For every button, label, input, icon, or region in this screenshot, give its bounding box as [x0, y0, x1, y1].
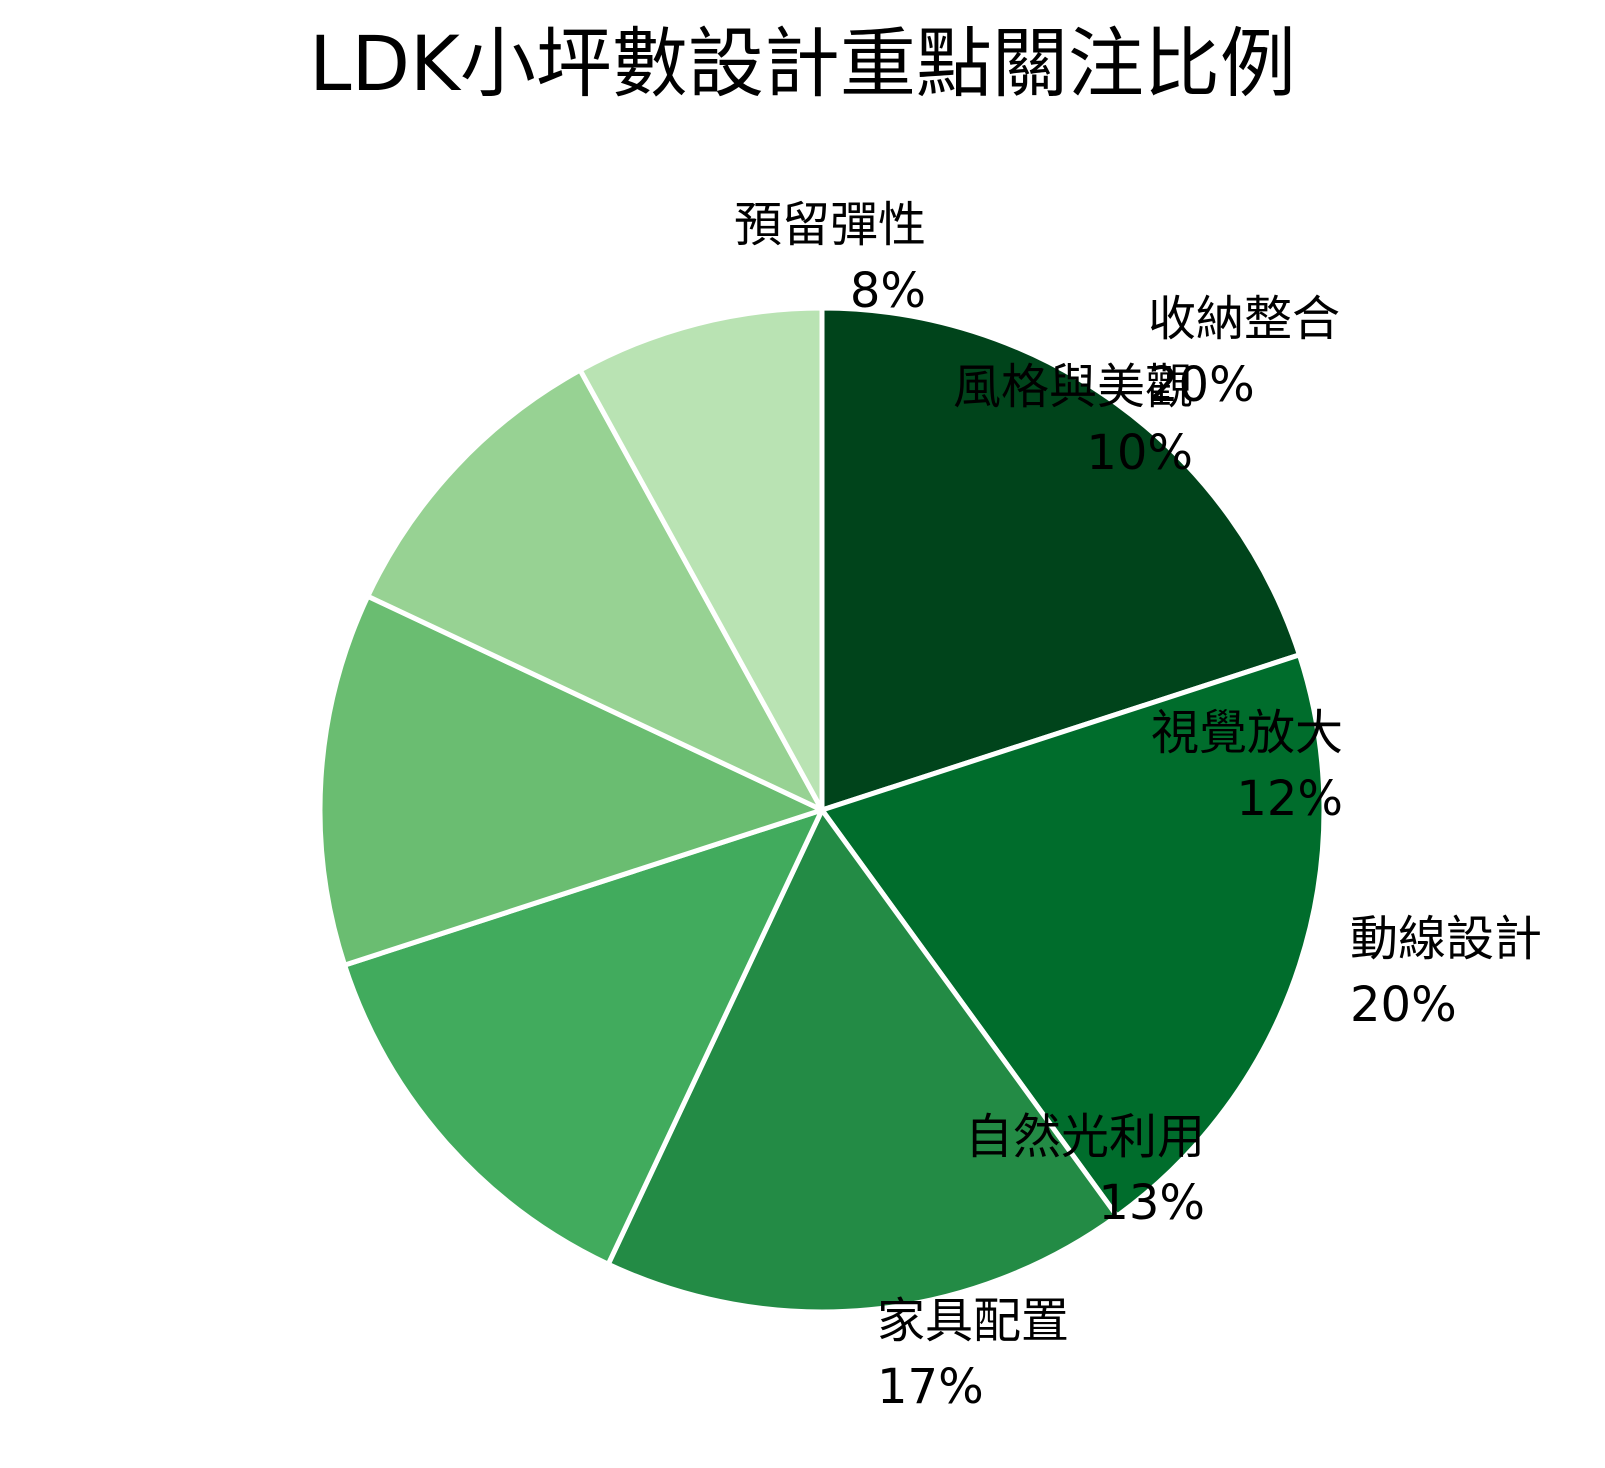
slice-label-4: 自然光利用 13% — [965, 1104, 1205, 1236]
slice-name: 家具配置 — [877, 1293, 1070, 1349]
slice-percent: 10% — [1086, 425, 1193, 481]
pie-slice-3 — [605, 807, 1120, 1315]
slice-name: 自然光利用 — [964, 1109, 1205, 1165]
slice-name: 視覺放大 — [1150, 705, 1343, 761]
pie-slice-1 — [819, 305, 1302, 813]
slice-name: 預留彈性 — [733, 197, 926, 253]
chart-title: LDK小坪數設計重點關注比例 — [309, 19, 1296, 108]
slice-label-7: 預留彈性 8% — [734, 192, 926, 324]
slice-name: 動線設計 — [1350, 911, 1543, 967]
slice-label-6: 風格與美觀 10% — [953, 354, 1193, 486]
slice-percent: 20% — [1350, 977, 1457, 1033]
pie-slice-5 — [317, 593, 825, 968]
slice-label-2: 動線設計 20% — [1350, 906, 1542, 1038]
slice-name: 風格與美觀 — [952, 359, 1193, 415]
slice-label-5: 視覺放大 12% — [1151, 700, 1343, 832]
slice-percent: 20% — [1148, 357, 1255, 413]
slice-name: 收納整合 — [1148, 291, 1341, 347]
slice-percent: 13% — [1098, 1175, 1205, 1231]
pie-slice-2 — [819, 652, 1327, 1219]
pie-slice-6 — [365, 367, 825, 813]
slice-label-1: 收納整合 20% — [1148, 286, 1340, 418]
slice-label-3: 家具配置 17% — [877, 1288, 1069, 1420]
slice-percent: 17% — [877, 1359, 984, 1415]
slice-percent: 12% — [1236, 771, 1343, 827]
slice-percent: 8% — [849, 263, 926, 319]
pie-slice-7 — [577, 305, 825, 813]
pie-slice-4 — [342, 807, 825, 1267]
